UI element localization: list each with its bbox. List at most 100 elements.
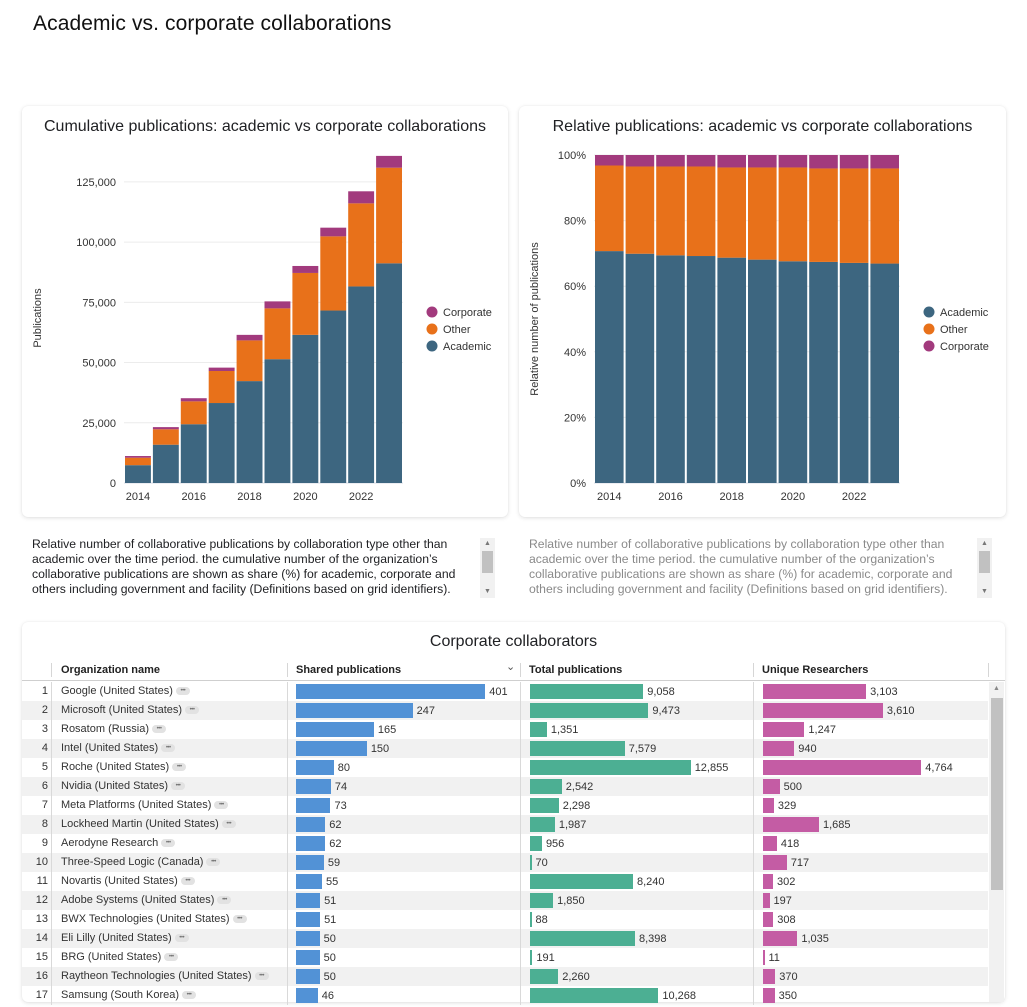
total-value: 2,542: [565, 781, 594, 793]
more-options-icon[interactable]: •••: [175, 687, 190, 696]
more-options-icon[interactable]: •••: [180, 877, 195, 886]
organization-name-text: Eli Lilly (United States): [61, 932, 172, 944]
table-row[interactable]: 17 Samsung (South Korea) ••• 46 10,268 350: [22, 986, 988, 1005]
scroll-up-icon[interactable]: ▲: [993, 685, 1000, 692]
y-axis-label: Publications: [32, 288, 44, 348]
scroll-thumb[interactable]: [482, 551, 493, 573]
column-divider[interactable]: [520, 663, 521, 677]
table-row[interactable]: 6 Nvidia (United States) ••• 74 2,542 500: [22, 777, 988, 796]
organization-name[interactable]: BWX Technologies (United States) •••: [61, 910, 247, 929]
more-options-icon[interactable]: •••: [214, 801, 229, 810]
scroll-thumb[interactable]: [979, 551, 990, 573]
table-row[interactable]: 7 Meta Platforms (United States) ••• 73 2,29…: [22, 796, 988, 815]
description-scrollbar[interactable]: ▲ ▼: [977, 538, 992, 598]
organization-name[interactable]: Lockheed Martin (United States) •••: [61, 815, 236, 834]
organization-name[interactable]: Three-Speed Logic (Canada) •••: [61, 853, 221, 872]
table-scrollbar[interactable]: ▲: [989, 682, 1004, 1002]
scroll-thumb[interactable]: [991, 698, 1003, 890]
column-header-shared[interactable]: Shared publications: [296, 664, 402, 676]
organization-name[interactable]: Rosatom (Russia) •••: [61, 720, 167, 739]
more-options-icon[interactable]: •••: [232, 915, 247, 924]
more-options-icon[interactable]: •••: [182, 991, 197, 1000]
bar-corporate-2017: [686, 155, 716, 167]
more-options-icon[interactable]: •••: [174, 934, 189, 943]
more-options-icon[interactable]: •••: [161, 744, 176, 753]
more-options-icon[interactable]: •••: [254, 972, 269, 981]
organization-name[interactable]: Eli Lilly (United States) •••: [61, 929, 189, 948]
more-options-icon[interactable]: •••: [171, 782, 185, 791]
table-row[interactable]: 12 Adobe Systems (United States) ••• 51 1,85…: [22, 891, 988, 910]
more-options-icon[interactable]: •••: [161, 839, 176, 848]
table-row[interactable]: 5 Roche (United States) ••• 80 12,855 4,764: [22, 758, 988, 777]
column-divider: [51, 663, 52, 677]
total-value: 12,855: [694, 762, 729, 774]
bar-academic-2017: [686, 256, 716, 483]
unique-bar: [763, 988, 775, 1003]
column-divider: [753, 986, 754, 1005]
organization-name[interactable]: Roche (United States) •••: [61, 758, 187, 777]
organization-name[interactable]: Adobe Systems (United States) •••: [61, 891, 232, 910]
column-divider: [287, 986, 288, 1005]
table-row[interactable]: 9 Aerodyne Research ••• 62 956 418: [22, 834, 988, 853]
bar-academic-2014: [125, 465, 151, 483]
more-options-icon[interactable]: •••: [217, 896, 232, 905]
chevron-down-icon[interactable]: ⌄: [506, 661, 516, 673]
column-divider: [753, 872, 754, 891]
column-divider: [753, 720, 754, 739]
scroll-up-icon[interactable]: ▲: [981, 540, 988, 547]
organization-name-text: Adobe Systems (United States): [61, 894, 215, 906]
table-row[interactable]: 13 BWX Technologies (United States) ••• 51 8…: [22, 910, 988, 929]
scroll-down-icon[interactable]: ▼: [981, 588, 988, 595]
description-scrollbar[interactable]: ▲ ▼: [480, 538, 495, 598]
scroll-down-icon[interactable]: ▼: [484, 588, 491, 595]
description-text: Relative number of collaborative publica…: [529, 537, 953, 596]
table-row[interactable]: 14 Eli Lilly (United States) ••• 50 8,398 1,0…: [22, 929, 988, 948]
table-row[interactable]: 15 BRG (United States) ••• 50 191 11: [22, 948, 988, 967]
more-options-icon[interactable]: •••: [152, 725, 167, 734]
organization-name[interactable]: Meta Platforms (United States) •••: [61, 796, 229, 815]
bar-other-2015: [152, 429, 179, 445]
table-row[interactable]: 8 Lockheed Martin (United States) ••• 62 1,9…: [22, 815, 988, 834]
bar-corporate-2021: [320, 227, 347, 237]
table-row[interactable]: 11 Novartis (United States) ••• 55 8,240 302: [22, 872, 988, 891]
table-row[interactable]: 16 Raytheon Technologies (United States) •…: [22, 967, 988, 986]
more-options-icon[interactable]: •••: [185, 706, 200, 715]
column-divider: [287, 948, 288, 967]
total-bar: [530, 969, 559, 984]
bar-other-2016: [180, 401, 207, 425]
column-divider[interactable]: [988, 663, 989, 677]
more-options-icon[interactable]: •••: [172, 763, 187, 772]
organization-name[interactable]: Raytheon Technologies (United States) •••: [61, 967, 269, 986]
more-options-icon[interactable]: •••: [221, 820, 236, 829]
column-divider[interactable]: [753, 663, 754, 677]
organization-name[interactable]: Aerodyne Research •••: [61, 834, 176, 853]
organization-name[interactable]: Samsung (South Korea) •••: [61, 986, 197, 1005]
column-divider: [520, 777, 521, 796]
column-header-organization[interactable]: Organization name: [61, 664, 161, 676]
column-header-total[interactable]: Total publications: [529, 664, 623, 676]
table-row[interactable]: 3 Rosatom (Russia) ••• 165 1,351 1,247: [22, 720, 988, 739]
organization-name[interactable]: BRG (United States) •••: [61, 948, 179, 967]
table-row[interactable]: 1 Google (United States) ••• 401 9,058 3,103: [22, 682, 988, 701]
organization-name[interactable]: Intel (United States) •••: [61, 739, 176, 758]
organization-name[interactable]: Novartis (United States) •••: [61, 872, 195, 891]
table-row[interactable]: 10 Three-Speed Logic (Canada) ••• 59 70 717: [22, 853, 988, 872]
table-row[interactable]: 4 Intel (United States) ••• 150 7,579 940: [22, 739, 988, 758]
more-options-icon[interactable]: •••: [164, 953, 179, 962]
column-divider[interactable]: [287, 663, 288, 677]
more-options-icon[interactable]: •••: [206, 858, 221, 867]
organization-name[interactable]: Google (United States) •••: [61, 682, 190, 701]
bar-corporate-2018: [236, 334, 263, 341]
organization-name[interactable]: Microsoft (United States) •••: [61, 701, 200, 720]
shared-value: 165: [377, 724, 397, 736]
table-row[interactable]: 2 Microsoft (United States) ••• 247 9,473 3,6…: [22, 701, 988, 720]
column-header-unique[interactable]: Unique Researchers: [762, 664, 869, 676]
scroll-up-icon[interactable]: ▲: [484, 540, 491, 547]
organization-name[interactable]: Nvidia (United States) •••: [61, 777, 185, 796]
unique-bar: [763, 684, 867, 699]
column-divider: [51, 777, 52, 796]
column-divider: [520, 701, 521, 720]
bar-corporate-2018: [717, 155, 746, 168]
bar-academic-2020: [292, 334, 319, 483]
column-divider: [520, 929, 521, 948]
